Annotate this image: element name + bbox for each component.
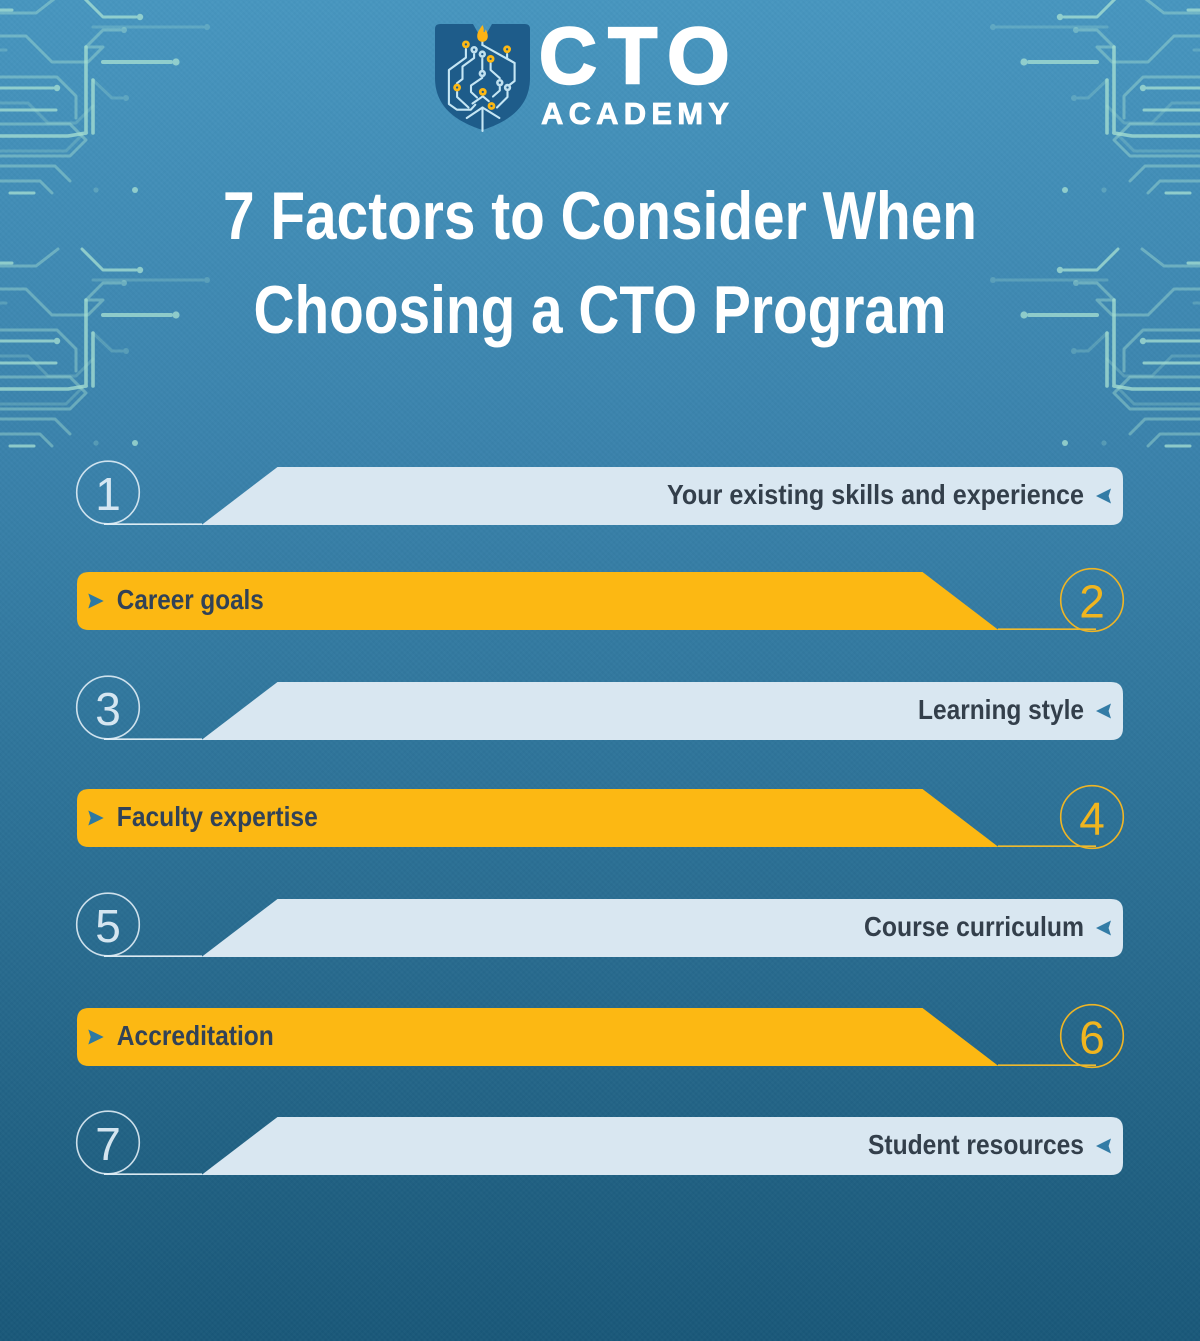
svg-text:5: 5 bbox=[95, 900, 121, 952]
svg-text:Accreditation: Accreditation bbox=[117, 1020, 274, 1051]
svg-text:Learning style: Learning style bbox=[918, 694, 1084, 725]
svg-text:6: 6 bbox=[1079, 1012, 1105, 1064]
svg-text:2: 2 bbox=[1079, 576, 1105, 628]
svg-text:Student resources: Student resources bbox=[868, 1129, 1084, 1160]
svg-text:Career goals: Career goals bbox=[117, 584, 264, 615]
svg-text:Your existing skills and exper: Your existing skills and experience bbox=[667, 479, 1084, 510]
svg-text:3: 3 bbox=[95, 683, 121, 735]
svg-text:7: 7 bbox=[95, 1118, 121, 1170]
svg-text:4: 4 bbox=[1079, 793, 1105, 845]
svg-text:1: 1 bbox=[95, 468, 121, 520]
svg-text:Faculty expertise: Faculty expertise bbox=[117, 801, 318, 832]
svg-text:Course curriculum: Course curriculum bbox=[864, 911, 1084, 942]
